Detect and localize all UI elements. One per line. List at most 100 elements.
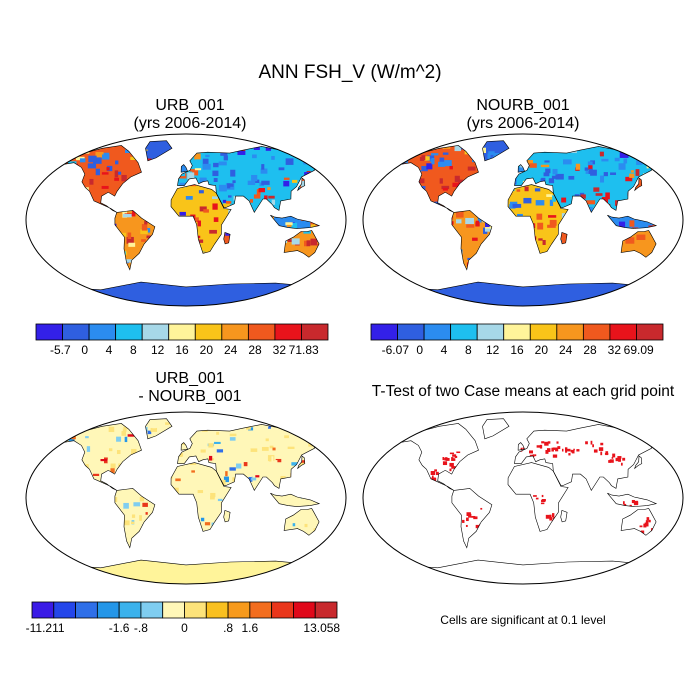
colorbar-label: 28 [248, 343, 262, 357]
colorbar-box [249, 601, 273, 619]
colorbar-box [221, 323, 249, 341]
colorbar-box [96, 601, 120, 619]
colorbar-label: 28 [583, 343, 597, 357]
colorbar-label: 71.83 [289, 343, 319, 357]
land-namerica [396, 145, 479, 213]
panel-1-title-line2: (yrs 2006-2014) [133, 115, 247, 132]
land-japan [634, 456, 642, 469]
colorbar-box [314, 601, 338, 619]
colorbar-label: 32 [273, 343, 287, 357]
colorbar-box [397, 323, 425, 341]
panel-1-title-line1: URB_001 [155, 97, 225, 114]
colorbar-box [247, 323, 276, 341]
colorbar-box [227, 601, 251, 619]
colorbar-label: 8 [465, 343, 472, 357]
map-ttest [362, 411, 684, 585]
panel-2-title: NOURB_001 (yrs 2006-2014) [353, 97, 693, 133]
colorbar-label: 16 [175, 343, 189, 357]
colorbar-box [75, 601, 98, 619]
map-border [362, 411, 684, 585]
colorbar-box [115, 323, 143, 341]
colorbar-box [293, 601, 316, 619]
colorbar-box [205, 601, 229, 619]
panel-3-title-line1: URB_001 [155, 370, 225, 387]
land-namerica [396, 423, 479, 491]
land-namerica [59, 423, 142, 491]
land-africa [171, 462, 232, 532]
colorbar-box [141, 323, 170, 341]
colorbar-label: 32 [608, 343, 622, 357]
land-africa [171, 184, 232, 254]
colorbar-box [370, 323, 398, 341]
colorbar-box [423, 323, 452, 341]
colorbar-label: 8 [130, 343, 137, 357]
map-nourb [362, 133, 684, 307]
map-border [25, 411, 347, 585]
colorbar-box [271, 601, 294, 619]
map-border [362, 133, 684, 307]
colorbar-label: 20 [535, 343, 549, 357]
figure-title: ANN FSH_V (W/m^2) [258, 62, 442, 83]
colorbar-box [168, 323, 196, 341]
colorbar-box [301, 323, 329, 341]
panel-4-title: T-Test of two Case means at each grid po… [371, 383, 675, 400]
colorbar-label: 1.6 [242, 621, 259, 635]
colorbar-box [88, 323, 117, 341]
colorbar-box [194, 323, 223, 341]
colorbar-label: -11.211 [26, 621, 65, 635]
colorbar-box [53, 601, 76, 619]
colorbar-box [35, 323, 63, 341]
land-samerica [451, 488, 492, 548]
colorbar-box [62, 323, 90, 341]
colorbar-difference: -11.211 -1.6 -.8 0 .8 1.6 13.058 [26, 601, 340, 635]
land-indonesia [270, 493, 320, 507]
colorbar-box [609, 323, 637, 341]
land-eurasia [514, 424, 658, 491]
panel-2-title-line1: NOURB_001 [476, 97, 570, 114]
land-japan [297, 456, 305, 469]
colorbar-box [274, 323, 302, 341]
colorbar-label: 24 [559, 343, 573, 357]
land-australia [621, 230, 657, 258]
colorbar-label: 12 [486, 343, 500, 357]
map-border [25, 133, 347, 307]
land-australia [621, 508, 657, 536]
colorbar-nourb: -6.07 0 4 8 12 16 20 24 28 32 69.09 [370, 323, 664, 357]
land-madagascar [560, 510, 568, 522]
colorbar-box [162, 601, 185, 619]
colorbar-label: 0 [181, 621, 188, 635]
colorbar-label: 12 [151, 343, 165, 357]
colorbar-label: 0 [81, 343, 88, 357]
colorbar-label: 4 [441, 343, 448, 357]
colorbar-label: -6.07 [382, 343, 410, 357]
colorbar-urb: -5.7 0 4 8 12 16 20 24 28 32 71.83 [35, 323, 329, 357]
colorbar-label: 0 [416, 343, 423, 357]
colorbar-label: 69.09 [624, 343, 654, 357]
colorbar-box [476, 323, 505, 341]
panel-2-title-line2: (yrs 2006-2014) [466, 115, 580, 132]
map-urb [25, 133, 347, 307]
colorbar-label: 20 [200, 343, 214, 357]
panel-3-title: URB_001 - NOURB_001 [30, 370, 350, 406]
land-indonesia [270, 215, 320, 229]
colorbar-label: 13.058 [303, 621, 340, 635]
land-indonesia [607, 493, 657, 507]
colorbar-box [140, 601, 164, 619]
land-eurasia [514, 146, 658, 213]
colorbar-label: 24 [224, 343, 238, 357]
land-japan [634, 178, 642, 191]
colorbar-label: -1.6 [109, 621, 130, 635]
land-australia [284, 508, 320, 536]
significance-note: Cells are significant at 0.1 level [440, 613, 606, 627]
colorbar-box [503, 323, 531, 341]
colorbar-label: -5.7 [50, 343, 71, 357]
land-madagascar [223, 510, 231, 522]
land-uk [181, 164, 188, 173]
colorbar-box [582, 323, 611, 341]
land-samerica [451, 210, 492, 270]
colorbar-box [636, 323, 664, 341]
colorbar-box [556, 323, 584, 341]
panel-3-title-line2: - NOURB_001 [138, 388, 242, 405]
colorbar-label: -.8 [134, 621, 148, 635]
panel-1-title: URB_001 (yrs 2006-2014) [30, 97, 350, 133]
